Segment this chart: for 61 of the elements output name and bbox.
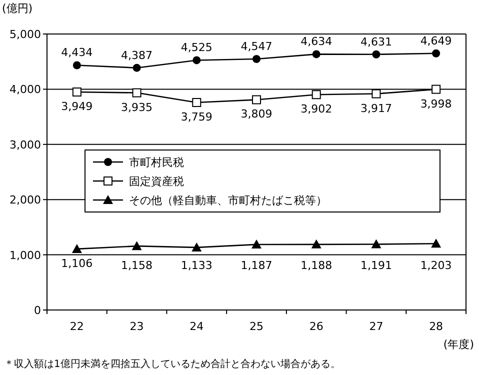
data-label: 1,187 xyxy=(240,258,272,272)
x-tick-label: 24 xyxy=(190,320,204,333)
point xyxy=(72,244,82,253)
point xyxy=(192,56,201,64)
y-tick-label: 1,000 xyxy=(10,248,41,262)
data-label: 3,917 xyxy=(360,102,392,115)
point xyxy=(192,242,202,252)
y-tick-label: 4,000 xyxy=(10,83,41,96)
point xyxy=(372,89,381,98)
data-label: 1,203 xyxy=(420,258,452,272)
data-label: 4,525 xyxy=(180,41,212,54)
y-axis-title: (億円) xyxy=(2,2,33,15)
point xyxy=(312,50,320,58)
point xyxy=(312,90,321,100)
point xyxy=(311,239,322,248)
data-label: 4,634 xyxy=(300,35,332,48)
point xyxy=(252,95,261,104)
data-label: 4,631 xyxy=(360,35,392,48)
data-label: 3,902 xyxy=(300,102,332,116)
legend-label: 市町村民税 xyxy=(129,156,184,169)
y-tick-label: 3,000 xyxy=(10,138,41,152)
data-label: 1,188 xyxy=(300,258,332,272)
data-label: 1,106 xyxy=(61,256,93,270)
data-label: 4,649 xyxy=(420,34,452,48)
data-label: 4,547 xyxy=(240,40,272,54)
text: ＊収入額は1億円未満を四捨五入しているため合計と合わない場合がある。 xyxy=(4,358,340,370)
point xyxy=(431,238,442,248)
point xyxy=(372,50,380,58)
point xyxy=(72,88,82,97)
data-label: 4,387 xyxy=(121,48,153,62)
y-tick-label: 2,000 xyxy=(10,194,41,207)
data-label: 1,191 xyxy=(360,258,392,272)
x-tick-label: 25 xyxy=(250,320,264,333)
legend-label: 固定資産税 xyxy=(129,175,184,188)
x-tick-label: 22 xyxy=(70,320,84,333)
data-label: 3,759 xyxy=(180,110,212,124)
data-label: 1,158 xyxy=(121,258,153,272)
data-label: 3,935 xyxy=(121,100,153,114)
point xyxy=(432,49,440,58)
data-label: 4,434 xyxy=(61,46,93,60)
point xyxy=(371,239,382,248)
point xyxy=(432,84,441,94)
x-axis-title: (年度) xyxy=(443,338,474,351)
data-label: 3,998 xyxy=(420,97,452,110)
point xyxy=(252,55,260,64)
point xyxy=(132,64,141,72)
x-tick-label: 23 xyxy=(130,320,144,333)
legend-label: その他（軽自動車、市町村たばこ税等） xyxy=(129,194,327,207)
point xyxy=(72,61,81,70)
data-label: 1,133 xyxy=(180,258,212,272)
point xyxy=(132,241,142,250)
data-label: 3,809 xyxy=(240,108,272,121)
point xyxy=(192,98,202,108)
y-tick-label: 5,000 xyxy=(10,28,41,41)
y-tick-label: 0 xyxy=(34,304,41,317)
point xyxy=(252,239,262,248)
x-tick-label: 28 xyxy=(429,320,444,333)
x-tick-label: 26 xyxy=(309,320,324,333)
x-tick-label: 27 xyxy=(369,320,384,333)
data-label: 3,949 xyxy=(61,100,93,114)
point xyxy=(132,88,142,98)
